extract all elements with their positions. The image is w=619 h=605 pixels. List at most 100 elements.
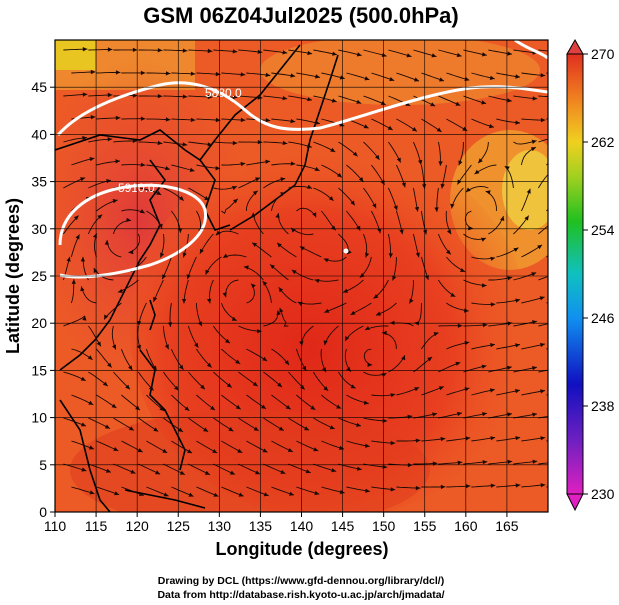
streamline-arrowhead-305 bbox=[210, 405, 215, 411]
streamline-259 bbox=[538, 323, 548, 327]
streamline-arrowhead-129 bbox=[307, 184, 312, 189]
y-tick-label-45: 45 bbox=[31, 79, 47, 95]
streamline-arrowhead-369 bbox=[305, 469, 311, 474]
streamline-arrowhead-242 bbox=[112, 344, 116, 350]
streamline-arrowhead-5 bbox=[207, 48, 213, 54]
streamline-arrowhead-291 bbox=[350, 384, 356, 389]
colorbar-tick-label-246: 246 bbox=[591, 310, 615, 326]
streamline-arrowhead-338 bbox=[532, 412, 537, 417]
streamline-arrowhead-313 bbox=[414, 387, 420, 392]
streamline-arrowhead-294 bbox=[427, 357, 433, 362]
streamline-arrowhead-30 bbox=[339, 75, 345, 80]
streamline-arrowhead-299 bbox=[557, 366, 562, 370]
streamline-arrowhead-367 bbox=[255, 470, 261, 475]
streamline-arrowhead-303 bbox=[159, 406, 165, 411]
streamline-arrowhead-41 bbox=[107, 92, 113, 98]
colorbar-ticks: 230 238 246 254 262 270 bbox=[583, 46, 615, 502]
streamline-arrowhead-326 bbox=[228, 427, 234, 432]
streamline-arrowhead-113 bbox=[401, 182, 406, 188]
streamline-arrowhead-357 bbox=[515, 436, 521, 441]
streamline-arrowhead-180 bbox=[75, 234, 80, 240]
streamline-arrowhead-127 bbox=[255, 177, 261, 182]
streamline-arrowhead-54 bbox=[430, 102, 436, 107]
streamline-arrowhead-168 bbox=[250, 212, 256, 218]
streamline-arrowhead-381 bbox=[114, 491, 120, 496]
cool-spot-northwest bbox=[55, 40, 95, 70]
streamline-arrowhead-327 bbox=[253, 426, 259, 431]
streamline-arrowhead-64 bbox=[190, 117, 196, 123]
streamline-arrowhead-289 bbox=[300, 384, 305, 390]
streamline-arrowhead-190 bbox=[299, 246, 305, 251]
streamline-arrowhead-257 bbox=[507, 321, 513, 326]
streamline-arrowhead-125 bbox=[204, 196, 210, 201]
streamline-arrowhead-396 bbox=[490, 483, 496, 488]
streamline-arrowhead-347 bbox=[262, 448, 268, 453]
streamline-arrowhead-89 bbox=[306, 143, 312, 148]
streamline-arrowhead-252 bbox=[345, 336, 350, 341]
streamline-arrowhead-163 bbox=[128, 249, 134, 255]
cool-spot-east bbox=[502, 150, 548, 230]
streamline-arrowhead-233 bbox=[376, 311, 381, 316]
streamline-arrowhead-161 bbox=[97, 214, 103, 220]
streamline-arrowhead-398 bbox=[540, 483, 546, 488]
streamline-arrowhead-109 bbox=[314, 166, 320, 171]
streamline-arrowhead-188 bbox=[252, 242, 258, 247]
streamline-arrowhead-61 bbox=[115, 115, 121, 121]
streamline-139 bbox=[538, 173, 548, 189]
streamline-arrowhead-17 bbox=[507, 51, 512, 56]
streamline-arrowhead-201 bbox=[80, 256, 85, 262]
streamline-299 bbox=[538, 369, 548, 373]
streamline-arrowhead-107 bbox=[265, 159, 271, 164]
streamline-arrowhead-208 bbox=[243, 265, 249, 270]
streamline-arrowhead-213 bbox=[373, 294, 379, 299]
streamline-arrowhead-392 bbox=[390, 487, 396, 492]
streamline-arrowhead-60 bbox=[90, 115, 96, 120]
streamline-arrowhead-262 bbox=[128, 365, 133, 371]
streamline-arrowhead-31 bbox=[364, 76, 370, 81]
streamline-arrowhead-306 bbox=[235, 404, 241, 410]
streamline-arrowhead-3 bbox=[157, 48, 163, 53]
streamline-arrowhead-390 bbox=[339, 489, 345, 495]
streamline-arrowhead-283 bbox=[148, 385, 154, 391]
streamline-arrowhead-302 bbox=[135, 405, 140, 411]
streamline-arrowhead-322 bbox=[128, 426, 134, 431]
coastlines bbox=[55, 44, 339, 512]
streamline-arrowhead-184 bbox=[162, 274, 167, 280]
chart-title: GSM 06Z04Jul2025 (500.0hPa) bbox=[143, 3, 459, 28]
streamline-arrowhead-25 bbox=[215, 71, 221, 77]
streamline-19 bbox=[538, 49, 548, 52]
streamline-arrowhead-296 bbox=[481, 364, 487, 369]
streamline-arrowhead-328 bbox=[278, 426, 284, 431]
streamline-arrowhead-68 bbox=[290, 118, 296, 124]
streamline-arrowhead-108 bbox=[290, 161, 296, 166]
y-tick-label-35: 35 bbox=[31, 174, 47, 190]
streamline-arrowhead-160 bbox=[73, 215, 79, 221]
streamline-arrowhead-158 bbox=[526, 188, 531, 194]
streamline-arrowhead-9 bbox=[307, 50, 313, 56]
streamline-arrowhead-364 bbox=[179, 470, 185, 475]
streamline-arrowhead-97 bbox=[478, 158, 483, 164]
streamline-arrowhead-253 bbox=[364, 326, 370, 330]
streamline-arrowhead-26 bbox=[240, 72, 246, 77]
streamline-arrowhead-185 bbox=[186, 274, 191, 280]
streamline-arrowhead-290 bbox=[323, 386, 329, 391]
y-tick-label-20: 20 bbox=[31, 315, 47, 331]
colorbar-tick-label-230: 230 bbox=[591, 486, 615, 502]
streamline-arrowhead-393 bbox=[415, 485, 421, 491]
streamline-arrowhead-100 bbox=[89, 157, 95, 162]
hot-region-south bbox=[70, 410, 430, 512]
streamline-arrowhead-142 bbox=[139, 209, 145, 214]
streamline-arrowhead-272 bbox=[367, 362, 373, 367]
y-tick-label-40: 40 bbox=[31, 126, 47, 142]
y-tick-label-0: 0 bbox=[39, 504, 47, 520]
streamline-arrowhead-51 bbox=[356, 99, 362, 104]
streamline-arrowhead-249 bbox=[279, 307, 284, 313]
streamline-arrowhead-44 bbox=[182, 94, 188, 99]
streamline-arrowhead-144 bbox=[178, 228, 183, 233]
streamline-240 bbox=[63, 315, 86, 327]
streamline-arrowhead-146 bbox=[233, 198, 238, 204]
streamline-arrowhead-376 bbox=[482, 460, 488, 465]
colorbar-tick-label-254: 254 bbox=[591, 222, 615, 238]
streamline-arrowhead-211 bbox=[314, 278, 320, 284]
